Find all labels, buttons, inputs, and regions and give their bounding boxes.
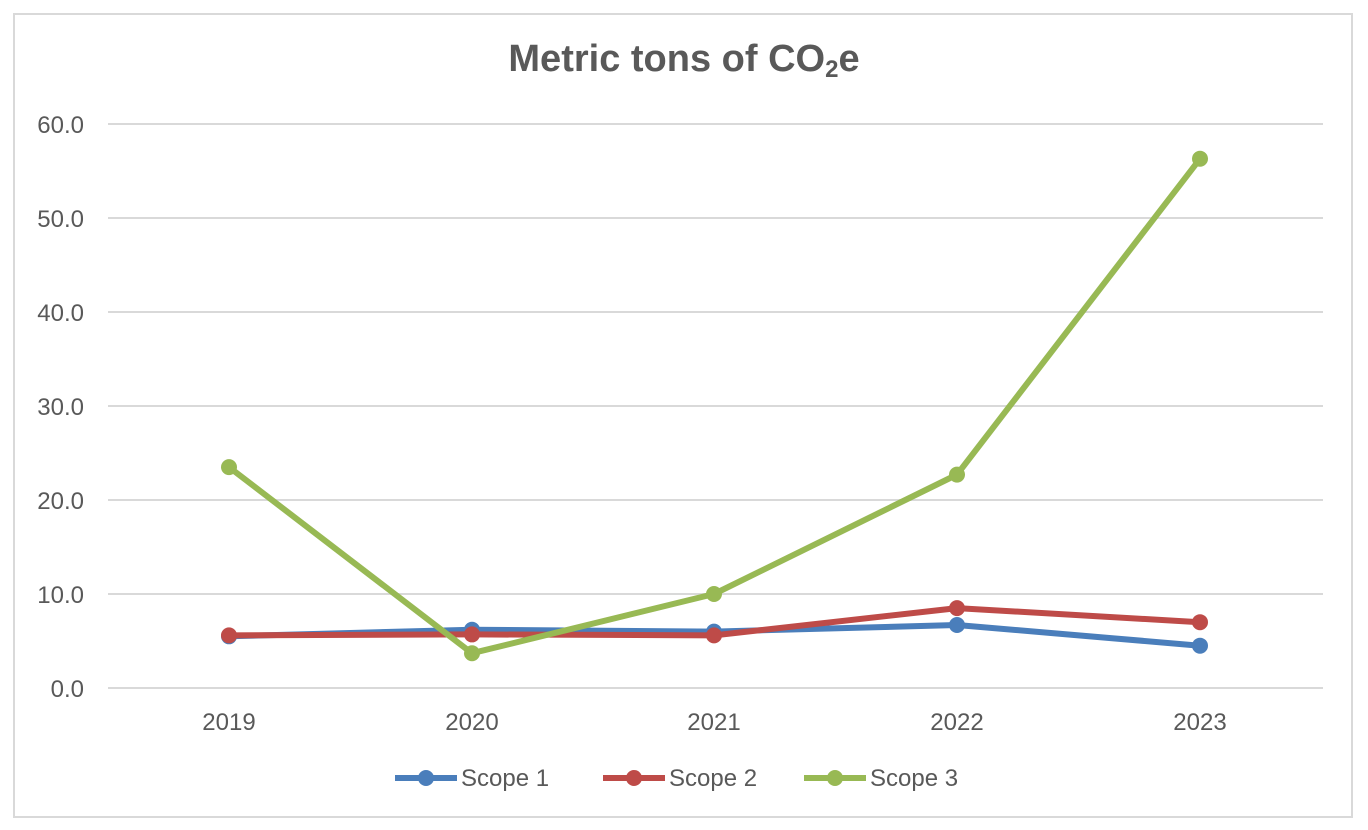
y-tick-label: 40.0 <box>37 300 84 327</box>
data-point <box>949 466 965 483</box>
chart-frame <box>13 13 1353 818</box>
data-point <box>1192 637 1208 654</box>
data-point <box>949 600 965 617</box>
x-tick-label: 2019 <box>202 709 255 736</box>
chart-title-subscript: 2 <box>825 56 839 83</box>
data-point <box>706 586 722 602</box>
data-point <box>221 627 237 644</box>
y-axis-ticks: 0.0 10.0 20.0 30.0 40.0 50.0 60.0 <box>37 112 84 703</box>
y-tick-label: 20.0 <box>37 488 84 515</box>
y-tick-label: 50.0 <box>37 206 84 233</box>
y-tick-label: 10.0 <box>37 582 84 609</box>
gridlines <box>108 123 1323 689</box>
series-3 <box>221 150 1208 662</box>
x-tick-label: 2021 <box>687 709 740 736</box>
y-tick-label: 30.0 <box>37 394 84 421</box>
chart-title: Metric tons of CO2e <box>0 38 1368 83</box>
y-tick-label: 0.0 <box>51 676 84 703</box>
data-point <box>1192 150 1208 167</box>
legend-label: Scope 2 <box>669 765 757 792</box>
x-tick-label: 2022 <box>930 709 983 736</box>
legend-marker <box>827 770 843 786</box>
legend-label: Scope 3 <box>870 765 958 792</box>
chart-title-main: Metric tons of CO <box>508 38 826 80</box>
chart-title-end: e <box>838 38 860 80</box>
legend-item: Scope 2 <box>603 765 757 792</box>
legend-item: Scope 3 <box>804 765 958 792</box>
legend-marker <box>626 770 642 786</box>
series-lines <box>221 150 1208 662</box>
legend-label: Scope 1 <box>461 765 549 792</box>
x-axis-ticks: 2019 2020 2021 2022 2023 <box>202 709 1226 736</box>
data-point <box>706 627 722 644</box>
data-point <box>221 459 237 476</box>
y-tick-label: 60.0 <box>37 112 84 139</box>
data-point <box>464 626 480 643</box>
x-tick-label: 2023 <box>1173 709 1226 736</box>
data-point <box>464 645 480 662</box>
legend: Scope 1 Scope 2 Scope 3 <box>395 765 958 792</box>
legend-marker <box>418 770 434 786</box>
data-point <box>1192 614 1208 631</box>
data-point <box>949 617 965 634</box>
x-tick-label: 2020 <box>445 709 498 736</box>
series-2 <box>221 600 1208 644</box>
legend-item: Scope 1 <box>395 765 549 792</box>
